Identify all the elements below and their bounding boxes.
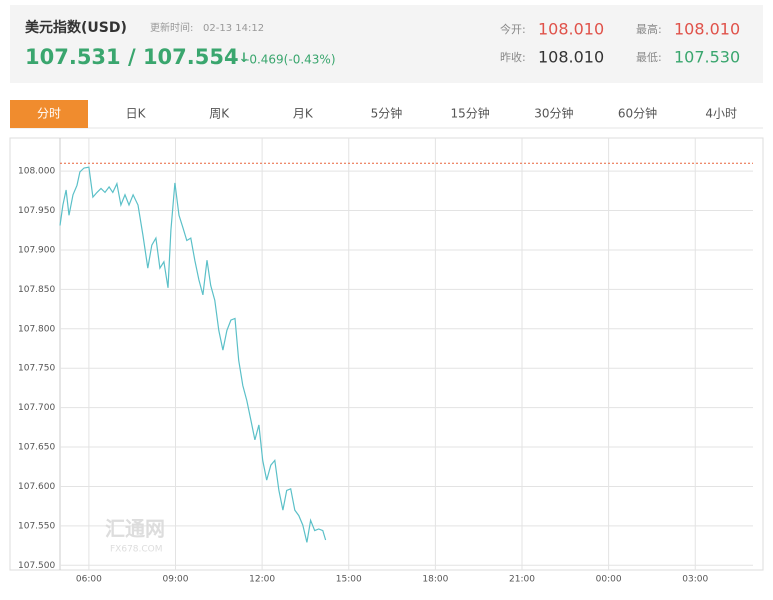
y-tick-label: 107.600 [18,482,55,492]
tab[interactable]: 15分钟 [451,106,490,121]
tab[interactable]: 月K [293,107,314,121]
update-time: 02-13 14:12 [203,23,264,34]
x-tick-label: 00:00 [596,575,622,585]
x-tick-label: 12:00 [249,575,275,585]
tab[interactable]: 5分钟 [371,106,403,121]
y-tick-label: 107.800 [18,324,55,334]
y-tick-label: 107.900 [18,245,55,255]
x-tick-label: 09:00 [163,575,189,585]
x-tick-label: 03:00 [682,575,708,585]
tab[interactable]: 30分钟 [534,106,573,121]
watermark-sub: FX678.COM [110,545,163,555]
stat-value: 108.010 [538,20,604,39]
stat-label: 今开: [500,22,526,36]
change: -0.469(-0.43%) [245,53,336,67]
chart: 107.500 107.550 107.600 107.650 107.700 107.7… [18,138,753,585]
y-tick-label: 107.700 [18,403,55,413]
watermark: 汇通网 [105,517,165,541]
stat-value: 108.010 [674,20,740,39]
price-arrow: ↓ [239,51,250,66]
x-tick-label: 06:00 [76,575,102,585]
stat-value: 107.530 [674,48,740,67]
stat-label: 最高: [636,22,662,36]
stats: 今开: 108.010 最高: 108.010 昨收: 108.010 最低: 107.530 [500,20,740,67]
title: 美元指数(USD) [25,19,127,36]
tab-active-bg [10,100,88,128]
y-tick-label: 107.650 [18,443,55,453]
stat-label: 最低: [636,51,662,64]
price-line [59,166,327,543]
y-tick-label: 107.850 [18,285,55,295]
stat-value: 108.010 [538,48,604,67]
tab[interactable]: 日K [126,107,147,121]
y-tick-label: 107.950 [18,206,55,216]
x-tick-label: 21:00 [509,575,535,585]
tab[interactable]: 4小时 [705,107,737,121]
x-tick-label: 18:00 [422,575,448,585]
y-tick-label: 107.500 [18,561,55,571]
tabs: 分时 日K 周K 月K 5分钟 15分钟 30分钟 60分钟 4小时 [10,100,763,129]
chart-frame [9,137,764,571]
stat-label: 昨收: [500,50,526,64]
price-value: 107.531 / 107.554 [25,45,239,69]
y-tick-label: 107.750 [18,364,55,374]
tab[interactable]: 分时 [37,107,61,121]
y-tick-label: 108.000 [18,167,55,177]
tab[interactable]: 60分钟 [618,106,657,121]
price: 107.531 / 107.554↓ [25,45,250,69]
header-bg [10,5,763,83]
x-tick-label: 15:00 [336,575,362,585]
update-label: 更新时间: [150,21,193,34]
tab[interactable]: 周K [209,107,230,121]
y-tick-label: 107.550 [18,521,55,531]
